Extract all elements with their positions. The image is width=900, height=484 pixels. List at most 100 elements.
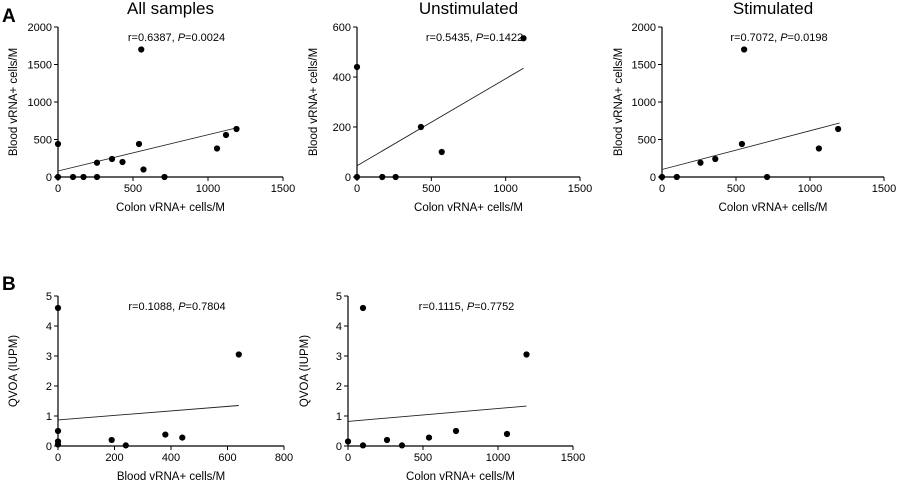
y-tick-label: 0 [345, 172, 351, 184]
x-tick-label: 800 [275, 452, 293, 464]
y-axis-label: QVOA (IUPM) [8, 335, 20, 407]
data-point [54, 441, 62, 448]
data-point [398, 442, 406, 449]
x-axis-label: Colon vRNA+ cells/M [719, 202, 828, 214]
y-tick-label: 1000 [28, 97, 52, 109]
chart-1: All samples 0 500 1000 1500 0 500 1000 1500 2000 C… [8, 0, 295, 214]
panel-label-a: A [2, 6, 16, 27]
stats-annotation: r=0.5435, P=0.1422 [426, 32, 523, 44]
y-tick-label: 2 [336, 381, 342, 393]
x-tick-label: 1000 [486, 452, 510, 464]
y-tick-label: 400 [333, 72, 351, 84]
data-point [80, 173, 87, 181]
data-point [54, 427, 62, 435]
y-tick-label: 0 [650, 172, 656, 184]
data-point [523, 351, 530, 358]
data-point [741, 46, 748, 53]
x-tick-label: 400 [162, 452, 180, 464]
data-point [359, 304, 367, 312]
data-point [93, 173, 101, 181]
data-point [452, 427, 460, 435]
stats-p-label: P [178, 32, 186, 44]
x-tick-label: 1000 [196, 183, 220, 195]
y-tick-label: 200 [333, 122, 351, 134]
y-tick-label: 500 [34, 135, 52, 147]
data-point [392, 173, 399, 181]
y-tick-label: 500 [638, 135, 656, 147]
chart-title: All samples [127, 0, 214, 18]
data-point [673, 173, 680, 181]
y-tick-label: 5 [46, 291, 52, 303]
regression-line [347, 405, 527, 422]
data-point [417, 123, 425, 131]
y-tick-label: 1500 [632, 60, 656, 72]
x-tick-label: 1000 [493, 183, 517, 195]
x-tick-label: 600 [218, 452, 236, 464]
x-tick-label: 0 [659, 183, 665, 195]
y-tick-label: 1500 [28, 60, 52, 72]
y-tick-label: 1 [46, 411, 52, 423]
x-tick-label: 500 [414, 452, 432, 464]
data-point [712, 155, 719, 163]
x-tick-label: 0 [55, 183, 61, 195]
y-tick-label: 0 [46, 441, 52, 453]
data-point [763, 173, 771, 181]
data-point [222, 131, 230, 139]
data-point [425, 434, 433, 441]
x-tick-label: 500 [727, 183, 745, 195]
data-point [835, 125, 842, 133]
y-tick-label: 600 [333, 22, 351, 34]
data-point [815, 145, 822, 152]
y-tick-label: 3 [46, 351, 52, 363]
data-point [54, 304, 62, 312]
panel-label-b: B [2, 274, 16, 295]
data-point [93, 159, 101, 166]
data-point [658, 173, 666, 181]
y-axis-label: QVOA (IUPM) [299, 335, 311, 407]
x-tick-label: 0 [55, 452, 61, 464]
data-point [353, 173, 361, 181]
regression-line [57, 405, 239, 421]
x-tick-label: 1500 [271, 183, 295, 195]
data-point [162, 431, 169, 438]
x-axis-label: Colon vRNA+ cells/M [116, 202, 225, 214]
x-axis-label: Colon vRNA+ cells/M [414, 202, 523, 214]
y-axis-label: Blood vRNA+ cells/M [613, 48, 625, 156]
stats-p-value: =0.1422 [483, 32, 523, 44]
regression-line [57, 127, 239, 172]
stats-p-value: =0.7804 [186, 301, 226, 313]
x-axis-label: Colon vRNA+ cells/M [406, 471, 515, 483]
data-point [233, 125, 240, 133]
chart-4: 0 200 400 600 800 0 1 2 3 4 5 Blood vRNA+ cells/M QV… [8, 291, 293, 483]
y-tick-label: 0 [336, 441, 342, 453]
stats-p-label: P [780, 32, 788, 44]
stats-p-label: P [467, 301, 475, 313]
stats-annotation: r=0.1088, P=0.7804 [128, 301, 225, 313]
data-point [520, 35, 527, 42]
stats-annotation: r=0.6387, P=0.0024 [128, 32, 225, 44]
data-point [69, 173, 77, 181]
y-tick-label: 0 [46, 172, 52, 184]
data-point [161, 173, 168, 181]
y-tick-label: 3 [336, 351, 342, 363]
stats-p-label: P [178, 301, 186, 313]
x-tick-label: 0 [345, 452, 351, 464]
data-point [359, 442, 367, 449]
y-tick-label: 2000 [28, 22, 52, 34]
chart-title: Stimulated [733, 0, 813, 18]
stats-r: r=0.1115, [419, 301, 467, 313]
data-point [353, 63, 361, 71]
data-point [108, 155, 116, 163]
x-tick-label: 1500 [568, 183, 592, 195]
data-point [738, 140, 746, 148]
x-tick-label: 500 [422, 183, 440, 195]
data-point [119, 158, 126, 166]
data-point [140, 166, 147, 173]
x-tick-label: 1500 [872, 183, 896, 195]
chart-2: Unstimulated 0 500 1000 1500 0 200 400 600 Colon … [308, 0, 592, 214]
y-tick-label: 4 [46, 321, 52, 333]
stats-p-value: =0.0198 [788, 32, 828, 44]
regression-line [356, 67, 524, 167]
y-tick-label: 1 [336, 411, 342, 423]
